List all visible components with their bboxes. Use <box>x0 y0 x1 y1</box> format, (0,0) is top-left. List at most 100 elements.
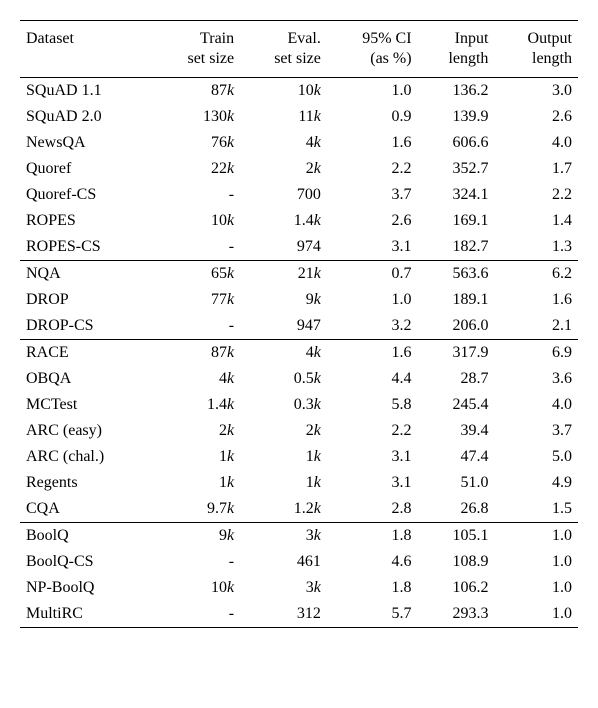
cell-eval: 3k <box>240 523 327 550</box>
cell-train: 77k <box>153 287 240 313</box>
cell-output: 4.9 <box>494 470 578 496</box>
table-row: SQuAD 1.187k10k1.0136.23.0 <box>20 78 578 105</box>
table-row: NP-BoolQ10k3k1.8106.21.0 <box>20 575 578 601</box>
cell-train: - <box>153 234 240 261</box>
cell-train: - <box>153 601 240 628</box>
cell-eval: 4k <box>240 340 327 367</box>
table-row: ROPES-CS-9743.1182.71.3 <box>20 234 578 261</box>
table-row: ARC (easy)2k2k2.239.43.7 <box>20 418 578 444</box>
table-row: ROPES10k1.4k2.6169.11.4 <box>20 208 578 234</box>
cell-dataset: SQuAD 1.1 <box>20 78 153 105</box>
cell-train: - <box>153 549 240 575</box>
cell-input: 139.9 <box>418 104 495 130</box>
cell-dataset: BoolQ-CS <box>20 549 153 575</box>
cell-ci: 1.0 <box>327 78 418 105</box>
cell-dataset: BoolQ <box>20 523 153 550</box>
cell-output: 1.0 <box>494 601 578 628</box>
cell-output: 6.2 <box>494 261 578 288</box>
cell-ci: 1.6 <box>327 340 418 367</box>
cell-input: 563.6 <box>418 261 495 288</box>
cell-output: 5.0 <box>494 444 578 470</box>
cell-eval: 1k <box>240 444 327 470</box>
cell-output: 4.0 <box>494 392 578 418</box>
cell-dataset: DROP-CS <box>20 313 153 340</box>
cell-output: 2.2 <box>494 182 578 208</box>
cell-output: 3.7 <box>494 418 578 444</box>
cell-dataset: ROPES <box>20 208 153 234</box>
cell-ci: 3.7 <box>327 182 418 208</box>
cell-output: 3.0 <box>494 78 578 105</box>
cell-train: 76k <box>153 130 240 156</box>
cell-ci: 1.8 <box>327 575 418 601</box>
cell-dataset: MCTest <box>20 392 153 418</box>
cell-eval: 700 <box>240 182 327 208</box>
table-row: Regents1k1k3.151.04.9 <box>20 470 578 496</box>
cell-input: 352.7 <box>418 156 495 182</box>
cell-dataset: NP-BoolQ <box>20 575 153 601</box>
cell-dataset: NewsQA <box>20 130 153 156</box>
table-row: NewsQA76k4k1.6606.64.0 <box>20 130 578 156</box>
cell-train: - <box>153 182 240 208</box>
cell-output: 1.5 <box>494 496 578 523</box>
cell-ci: 4.4 <box>327 366 418 392</box>
cell-input: 105.1 <box>418 523 495 550</box>
cell-train: 87k <box>153 78 240 105</box>
cell-ci: 1.8 <box>327 523 418 550</box>
cell-dataset: SQuAD 2.0 <box>20 104 153 130</box>
table-row: ARC (chal.)1k1k3.147.45.0 <box>20 444 578 470</box>
cell-input: 51.0 <box>418 470 495 496</box>
cell-ci: 3.1 <box>327 234 418 261</box>
cell-ci: 0.9 <box>327 104 418 130</box>
table-row: NQA65k21k0.7563.66.2 <box>20 261 578 288</box>
cell-train: 22k <box>153 156 240 182</box>
cell-ci: 3.2 <box>327 313 418 340</box>
cell-output: 4.0 <box>494 130 578 156</box>
table-row: RACE87k4k1.6317.96.9 <box>20 340 578 367</box>
cell-train: 9.7k <box>153 496 240 523</box>
table-row: Quoref-CS-7003.7324.12.2 <box>20 182 578 208</box>
cell-output: 1.0 <box>494 575 578 601</box>
table-row: DROP-CS-9473.2206.02.1 <box>20 313 578 340</box>
cell-train: 1k <box>153 444 240 470</box>
cell-train: 2k <box>153 418 240 444</box>
cell-dataset: ROPES-CS <box>20 234 153 261</box>
cell-eval: 947 <box>240 313 327 340</box>
cell-input: 26.8 <box>418 496 495 523</box>
cell-input: 245.4 <box>418 392 495 418</box>
cell-dataset: Quoref-CS <box>20 182 153 208</box>
cell-output: 1.3 <box>494 234 578 261</box>
cell-eval: 0.3k <box>240 392 327 418</box>
col-output: Outputlength <box>494 21 578 78</box>
cell-eval: 21k <box>240 261 327 288</box>
cell-ci: 2.2 <box>327 418 418 444</box>
cell-eval: 1.4k <box>240 208 327 234</box>
dataset-table: Dataset Trainset size Eval.set size 95% … <box>20 20 578 628</box>
cell-dataset: OBQA <box>20 366 153 392</box>
cell-train: 1.4k <box>153 392 240 418</box>
cell-input: 206.0 <box>418 313 495 340</box>
cell-output: 1.0 <box>494 549 578 575</box>
cell-dataset: Regents <box>20 470 153 496</box>
cell-input: 606.6 <box>418 130 495 156</box>
col-ci: 95% CI(as %) <box>327 21 418 78</box>
cell-input: 28.7 <box>418 366 495 392</box>
table-row: BoolQ9k3k1.8105.11.0 <box>20 523 578 550</box>
cell-dataset: NQA <box>20 261 153 288</box>
cell-train: 9k <box>153 523 240 550</box>
cell-input: 317.9 <box>418 340 495 367</box>
cell-eval: 4k <box>240 130 327 156</box>
col-train: Trainset size <box>153 21 240 78</box>
table-row: SQuAD 2.0130k11k0.9139.92.6 <box>20 104 578 130</box>
cell-input: 108.9 <box>418 549 495 575</box>
cell-dataset: DROP <box>20 287 153 313</box>
cell-dataset: RACE <box>20 340 153 367</box>
cell-eval: 461 <box>240 549 327 575</box>
table-row: CQA9.7k1.2k2.826.81.5 <box>20 496 578 523</box>
cell-ci: 5.7 <box>327 601 418 628</box>
col-eval: Eval.set size <box>240 21 327 78</box>
cell-train: 10k <box>153 575 240 601</box>
cell-train: 65k <box>153 261 240 288</box>
cell-ci: 3.1 <box>327 470 418 496</box>
cell-dataset: Quoref <box>20 156 153 182</box>
cell-ci: 3.1 <box>327 444 418 470</box>
